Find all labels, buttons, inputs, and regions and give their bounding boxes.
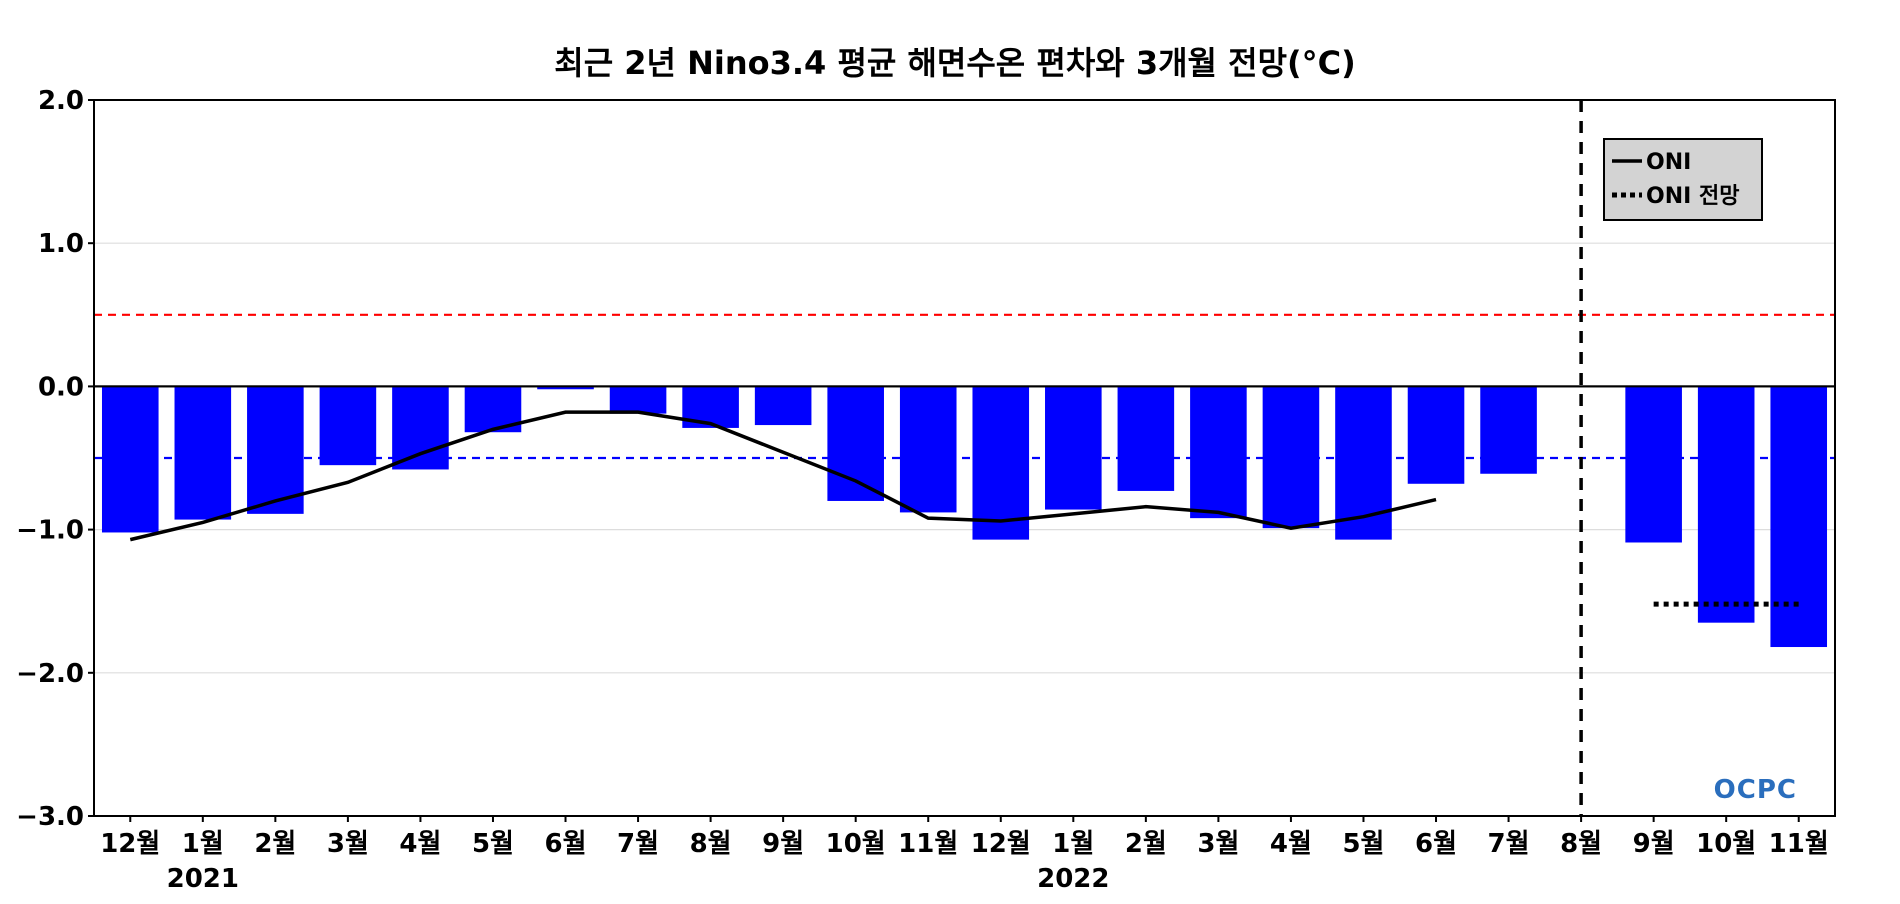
bar <box>1190 386 1247 519</box>
bar <box>101 386 159 533</box>
x-tick-label: 11월 <box>898 829 958 859</box>
anomaly-bars <box>94 385 1835 648</box>
x-tick-label: 6월 <box>1415 829 1457 859</box>
bar <box>1335 386 1392 540</box>
plot-frame <box>93 99 1836 817</box>
x-tick-label: 3월 <box>327 829 369 859</box>
axis-labels: 2.0 1.0 0.0 −1.0 −2.0 −3.0 12월 1월 2월 3월 4월 5월 6월 7월 8월… <box>16 86 1829 894</box>
x-tick-label: 1월 <box>1052 829 1094 859</box>
x-tick-label: 11월 <box>1769 829 1829 859</box>
x-tick-label: 2월 <box>254 829 296 859</box>
oni-lines <box>129 410 1799 607</box>
x-tick-label: 10월 <box>826 829 886 859</box>
x-tick-label: 2월 <box>1125 829 1167 859</box>
bar <box>972 386 1030 540</box>
bar <box>537 386 594 390</box>
legend-label: ONI 전망 <box>1646 184 1739 209</box>
x-tick-label: 4월 <box>1270 829 1312 859</box>
ocpc-logo-text: OCPC <box>1714 775 1797 805</box>
bar <box>899 386 957 513</box>
bar <box>1045 386 1102 510</box>
bar <box>319 386 377 466</box>
year-label: 2022 <box>1037 864 1109 894</box>
bar <box>1480 386 1537 474</box>
x-tick-label: 12월 <box>100 829 160 859</box>
y-tick-label: −2.0 <box>16 659 84 689</box>
bar <box>247 386 304 514</box>
legend-label: ONI <box>1646 150 1691 175</box>
ocpc-logo: OCPC <box>1714 775 1797 805</box>
x-tick-label: 8월 <box>1560 829 1602 859</box>
bar <box>1262 386 1320 529</box>
bar <box>392 386 449 470</box>
oni-line <box>129 410 1437 542</box>
x-tick-label: 9월 <box>762 829 804 859</box>
y-tick-label: −3.0 <box>16 802 84 832</box>
x-tick-label: 3월 <box>1197 829 1239 859</box>
bar <box>1117 386 1175 491</box>
chart-title: 최근 2년 Nino3.4 평균 해면수온 편차와 3개월 전망(°C) <box>554 44 1356 82</box>
x-tick-label: 4월 <box>399 829 441 859</box>
y-tick-label: 2.0 <box>38 86 84 116</box>
bar <box>609 386 667 414</box>
x-tick-label: 5월 <box>472 829 514 859</box>
year-label: 2021 <box>167 864 239 894</box>
x-tick-label: 8월 <box>690 829 732 859</box>
x-tick-label: 6월 <box>545 829 587 859</box>
y-tick-label: 0.0 <box>38 372 84 402</box>
bar <box>174 386 232 520</box>
x-tick-label: 7월 <box>617 829 659 859</box>
bar <box>1625 386 1682 543</box>
x-tick-label: 7월 <box>1488 829 1530 859</box>
x-tick-label: 5월 <box>1342 829 1384 859</box>
x-tick-label: 10월 <box>1696 829 1756 859</box>
legend-box <box>1603 138 1763 221</box>
bar <box>754 386 812 426</box>
x-tick-label: 9월 <box>1633 829 1675 859</box>
bar <box>1697 386 1755 623</box>
x-tick-label: 12월 <box>971 829 1031 859</box>
bar <box>1407 386 1465 484</box>
legend: ONI ONI 전망 <box>1603 138 1763 221</box>
bar <box>1770 386 1828 648</box>
x-tick-label: 1월 <box>182 829 224 859</box>
y-tick-label: 1.0 <box>38 229 84 259</box>
bar <box>827 386 884 501</box>
y-tick-label: −1.0 <box>16 516 84 546</box>
